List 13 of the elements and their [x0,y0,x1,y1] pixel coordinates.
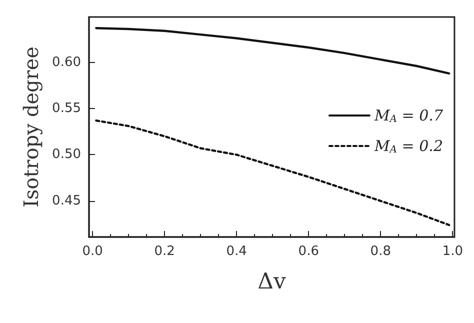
x-tick-label: 0.2 [154,244,175,259]
y-tick-label: 0.45 [52,193,81,208]
x-tick-label: 0.8 [370,244,391,259]
x-tick-label: 0.4 [226,244,247,259]
x-tick-label: 0.0 [82,244,103,259]
x-tick-label: 0.6 [298,244,319,259]
x-axis-title: Δv [258,270,286,294]
y-tick-label: 0.50 [52,147,81,162]
y-axis-title: Isotropy degree [19,46,43,208]
y-tick-label: 0.55 [52,101,81,116]
line-series [95,26,450,74]
y-tick-label: 0.60 [52,54,81,70]
x-tick-label: 1.0 [442,244,464,259]
